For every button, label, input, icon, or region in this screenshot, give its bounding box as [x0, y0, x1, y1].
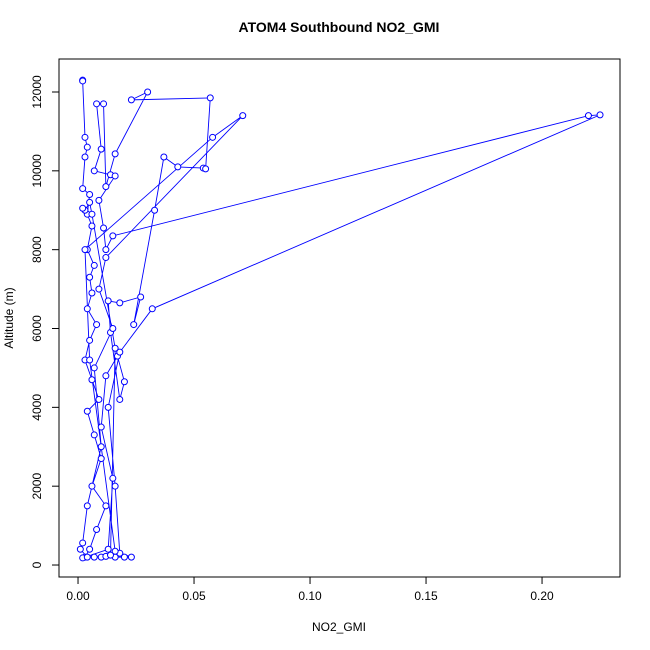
y-tick-label: 4000 — [30, 394, 44, 421]
y-tick-label: 12000 — [30, 75, 44, 109]
point — [100, 224, 108, 232]
point — [104, 545, 112, 553]
point — [109, 325, 117, 333]
point — [81, 153, 89, 161]
point — [86, 190, 94, 198]
point — [86, 356, 94, 364]
point — [120, 553, 128, 561]
point — [127, 96, 135, 104]
point — [111, 344, 119, 352]
point — [148, 305, 156, 313]
point — [160, 153, 168, 161]
point — [88, 376, 96, 384]
point — [83, 143, 91, 151]
point — [174, 163, 182, 171]
point — [83, 553, 91, 561]
point — [93, 100, 101, 108]
point — [86, 336, 94, 344]
point — [111, 547, 119, 555]
point — [86, 273, 94, 281]
point — [97, 455, 105, 463]
point — [120, 378, 128, 386]
point — [93, 321, 101, 329]
point — [79, 204, 87, 212]
point — [239, 112, 247, 120]
point — [144, 88, 152, 96]
point — [97, 145, 105, 153]
point — [206, 94, 214, 102]
point — [104, 403, 112, 411]
point — [90, 431, 98, 439]
point — [90, 553, 98, 561]
point — [95, 395, 103, 403]
point — [97, 423, 105, 431]
point — [116, 395, 124, 403]
point — [137, 293, 145, 301]
point — [90, 364, 98, 372]
point — [86, 198, 94, 206]
x-tick-label: 0.15 — [414, 589, 438, 603]
x-tick-label: 0.20 — [530, 589, 554, 603]
point — [81, 246, 89, 254]
point — [88, 289, 96, 297]
x-tick-label: 0.10 — [298, 589, 322, 603]
point — [109, 474, 117, 482]
point — [83, 502, 91, 510]
point — [111, 172, 119, 180]
point — [81, 133, 89, 141]
point — [83, 305, 91, 313]
point — [111, 482, 119, 490]
point — [95, 196, 103, 204]
y-axis-label: Altitude (m) — [2, 287, 16, 348]
point — [102, 183, 110, 191]
point — [102, 246, 110, 254]
x-tick-label: 0.00 — [66, 589, 90, 603]
chart-title: ATOM4 Southbound NO2_GMI — [239, 19, 440, 35]
y-tick-label: 2000 — [30, 473, 44, 500]
point — [90, 167, 98, 175]
point — [102, 502, 110, 510]
point — [79, 185, 87, 193]
x-tick-label: 0.05 — [182, 589, 206, 603]
point — [151, 206, 159, 214]
y-tick-label: 0 — [30, 561, 44, 568]
y-tick-label: 10000 — [30, 154, 44, 188]
point — [88, 210, 96, 218]
point — [104, 297, 112, 305]
point — [83, 407, 91, 415]
point — [130, 321, 138, 329]
y-tick-label: 6000 — [30, 315, 44, 342]
point — [100, 100, 108, 108]
point — [209, 133, 217, 141]
point — [102, 254, 110, 262]
point — [116, 299, 124, 307]
point — [79, 539, 87, 547]
x-axis-label: NO2_GMI — [312, 620, 366, 634]
plot-frame — [58, 58, 621, 578]
point — [79, 77, 87, 85]
point — [107, 551, 115, 559]
point — [90, 261, 98, 269]
point — [76, 545, 84, 553]
point — [596, 111, 604, 119]
point — [88, 482, 96, 490]
point — [111, 150, 119, 158]
point — [109, 232, 117, 240]
point — [97, 443, 105, 451]
y-tick-label: 8000 — [30, 236, 44, 263]
point — [95, 285, 103, 293]
point — [86, 545, 94, 553]
point — [102, 372, 110, 380]
point — [127, 553, 135, 561]
point — [116, 348, 124, 356]
point — [93, 526, 101, 534]
point — [88, 222, 96, 230]
point — [202, 165, 210, 173]
point — [584, 112, 592, 120]
